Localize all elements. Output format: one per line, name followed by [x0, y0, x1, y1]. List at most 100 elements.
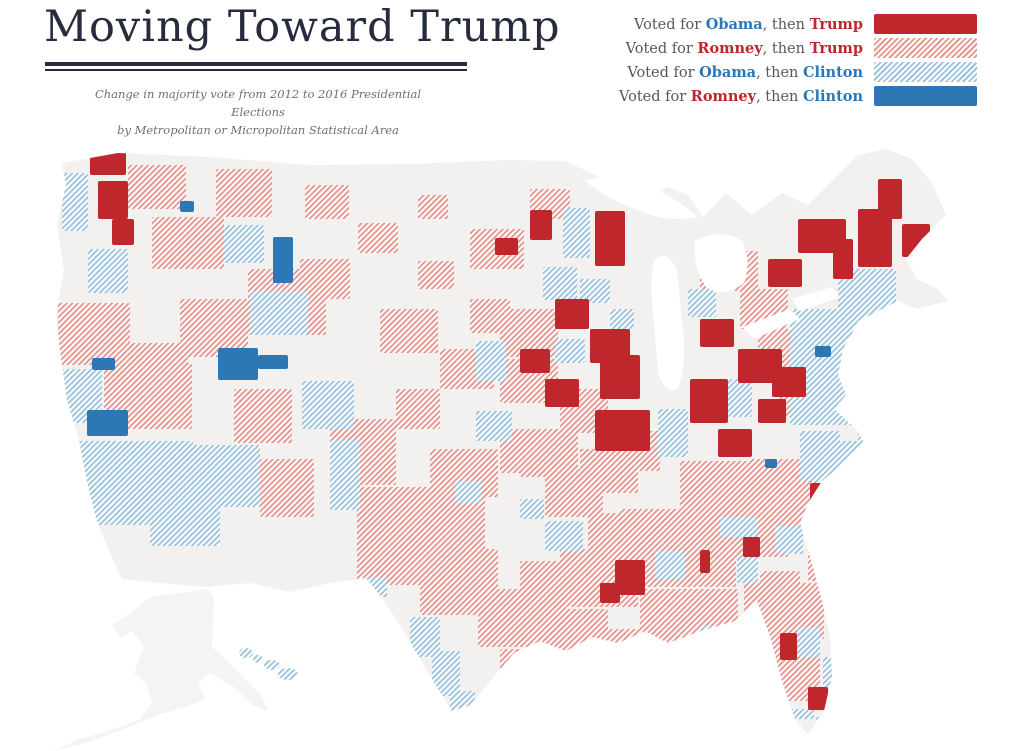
- map-region-rt: [396, 389, 440, 429]
- legend: Voted for Obama, then Trump Voted for Rom…: [619, 14, 977, 106]
- lake-ontario-icon: [792, 287, 840, 311]
- map-region-rt: [540, 609, 608, 667]
- map-region-oc: [476, 341, 506, 381]
- map-region-oc: [302, 381, 354, 429]
- map-region-oc: [250, 291, 308, 335]
- legend-swatch-solid-blue: [874, 86, 977, 106]
- map-region-oc: [797, 627, 820, 657]
- map-region-rc: [258, 355, 288, 369]
- map-region-rc: [180, 201, 194, 212]
- map-region-oc: [655, 551, 685, 579]
- hawaii-island: [239, 648, 253, 658]
- map-region-ot: [600, 355, 640, 399]
- map-region-rt: [640, 589, 738, 657]
- legend-label: Voted for Obama, then Clinton: [627, 63, 863, 81]
- hawaii-island: [278, 668, 298, 680]
- page-title: Moving Toward Trump: [44, 2, 561, 52]
- hawaii-islands: [239, 648, 298, 680]
- map-region-ot: [878, 179, 902, 219]
- map-region-oc: [610, 309, 634, 329]
- map-region-oc: [700, 626, 734, 664]
- map-region-rt: [380, 309, 438, 353]
- map-region-ot: [700, 550, 710, 573]
- map-region-ot: [520, 349, 550, 373]
- subtitle-line-2: by Metropolitan or Micropolitan Statisti…: [117, 122, 399, 137]
- map-region-ot: [768, 259, 802, 287]
- map-region-oc: [476, 411, 512, 441]
- map-region-ot: [555, 299, 589, 329]
- map-region-ot: [758, 399, 786, 423]
- map-region-ot: [772, 367, 806, 397]
- map-region-ot: [615, 560, 645, 595]
- map-region-ot: [810, 483, 830, 517]
- map-region-oc: [816, 717, 834, 725]
- map-region-rt: [500, 309, 558, 357]
- map-region-ot: [545, 379, 579, 407]
- map-region-oc: [224, 225, 264, 263]
- map-region-rt: [305, 185, 349, 219]
- map-region-rt: [128, 165, 186, 209]
- hawaii-island: [253, 655, 263, 663]
- map-region-oc: [410, 617, 440, 657]
- map-region-rt: [216, 169, 272, 217]
- legend-label: Voted for Romney, then Clinton: [618, 87, 863, 105]
- map-region-ot: [718, 429, 752, 457]
- map-region-rt: [500, 649, 558, 697]
- map-region-ot: [738, 349, 782, 383]
- map-region-ot: [780, 633, 797, 660]
- lake-erie-icon: [742, 309, 800, 339]
- map-region-rt: [588, 513, 628, 549]
- map-region-ot: [743, 537, 760, 557]
- legend-swatch-solid-red: [874, 14, 977, 34]
- map-region-ot: [590, 329, 630, 363]
- map-region-oc: [88, 249, 128, 293]
- map-region-rc: [273, 237, 293, 283]
- map-region-oc: [555, 339, 585, 363]
- lake-huron-icon: [694, 234, 748, 293]
- map-region-oc: [563, 208, 590, 258]
- map-region-ot: [700, 319, 734, 347]
- map-region-oc: [688, 289, 716, 317]
- map-region-oc: [367, 577, 387, 597]
- map-region-rt: [152, 217, 224, 269]
- map-region-ot: [902, 224, 930, 257]
- legend-label: Voted for Romney, then Trump: [625, 39, 863, 57]
- map-region-rt: [180, 299, 248, 357]
- map-region-ot: [90, 151, 126, 175]
- map-region-ot: [600, 583, 620, 603]
- map-region-ot: [595, 410, 650, 451]
- map-region-oc: [62, 173, 88, 231]
- legend-item-obama-then-clinton: Voted for Obama, then Clinton: [619, 62, 977, 82]
- us-map: [52, 149, 948, 751]
- map-region-oc: [543, 267, 577, 300]
- map-region-oc: [188, 445, 260, 507]
- map-region-ot: [98, 181, 128, 219]
- map-region-rc: [87, 410, 128, 436]
- map-region-oc: [838, 441, 868, 481]
- map-region-oc: [658, 409, 688, 457]
- map-region-ot: [495, 238, 518, 255]
- map-region-oc: [450, 691, 475, 726]
- map-region-rt: [418, 261, 454, 289]
- lake-superior-icon: [585, 176, 698, 219]
- legend-label: Voted for Obama, then Trump: [633, 15, 863, 33]
- map-region-rt: [358, 223, 398, 253]
- map-region-oc: [432, 651, 460, 696]
- title-rule: [45, 62, 467, 71]
- map-region-rt: [520, 429, 578, 477]
- legend-item-obama-then-trump: Voted for Obama, then Trump: [619, 14, 977, 34]
- map-region-rc: [815, 346, 831, 357]
- map-region-ot: [833, 239, 853, 279]
- hawaii-island: [264, 660, 280, 670]
- map-region-oc: [858, 379, 914, 455]
- alaska-silhouette: [52, 589, 268, 751]
- map-region-rt: [418, 195, 448, 219]
- map-region-oc: [800, 431, 840, 481]
- map-region-oc: [775, 526, 803, 554]
- map-region-oc: [580, 279, 610, 303]
- map-region-rc: [218, 348, 258, 380]
- map-region-rt: [600, 629, 688, 677]
- map-region-ot: [858, 209, 892, 267]
- map-region-oc: [720, 517, 758, 537]
- map-region-ot: [595, 211, 625, 266]
